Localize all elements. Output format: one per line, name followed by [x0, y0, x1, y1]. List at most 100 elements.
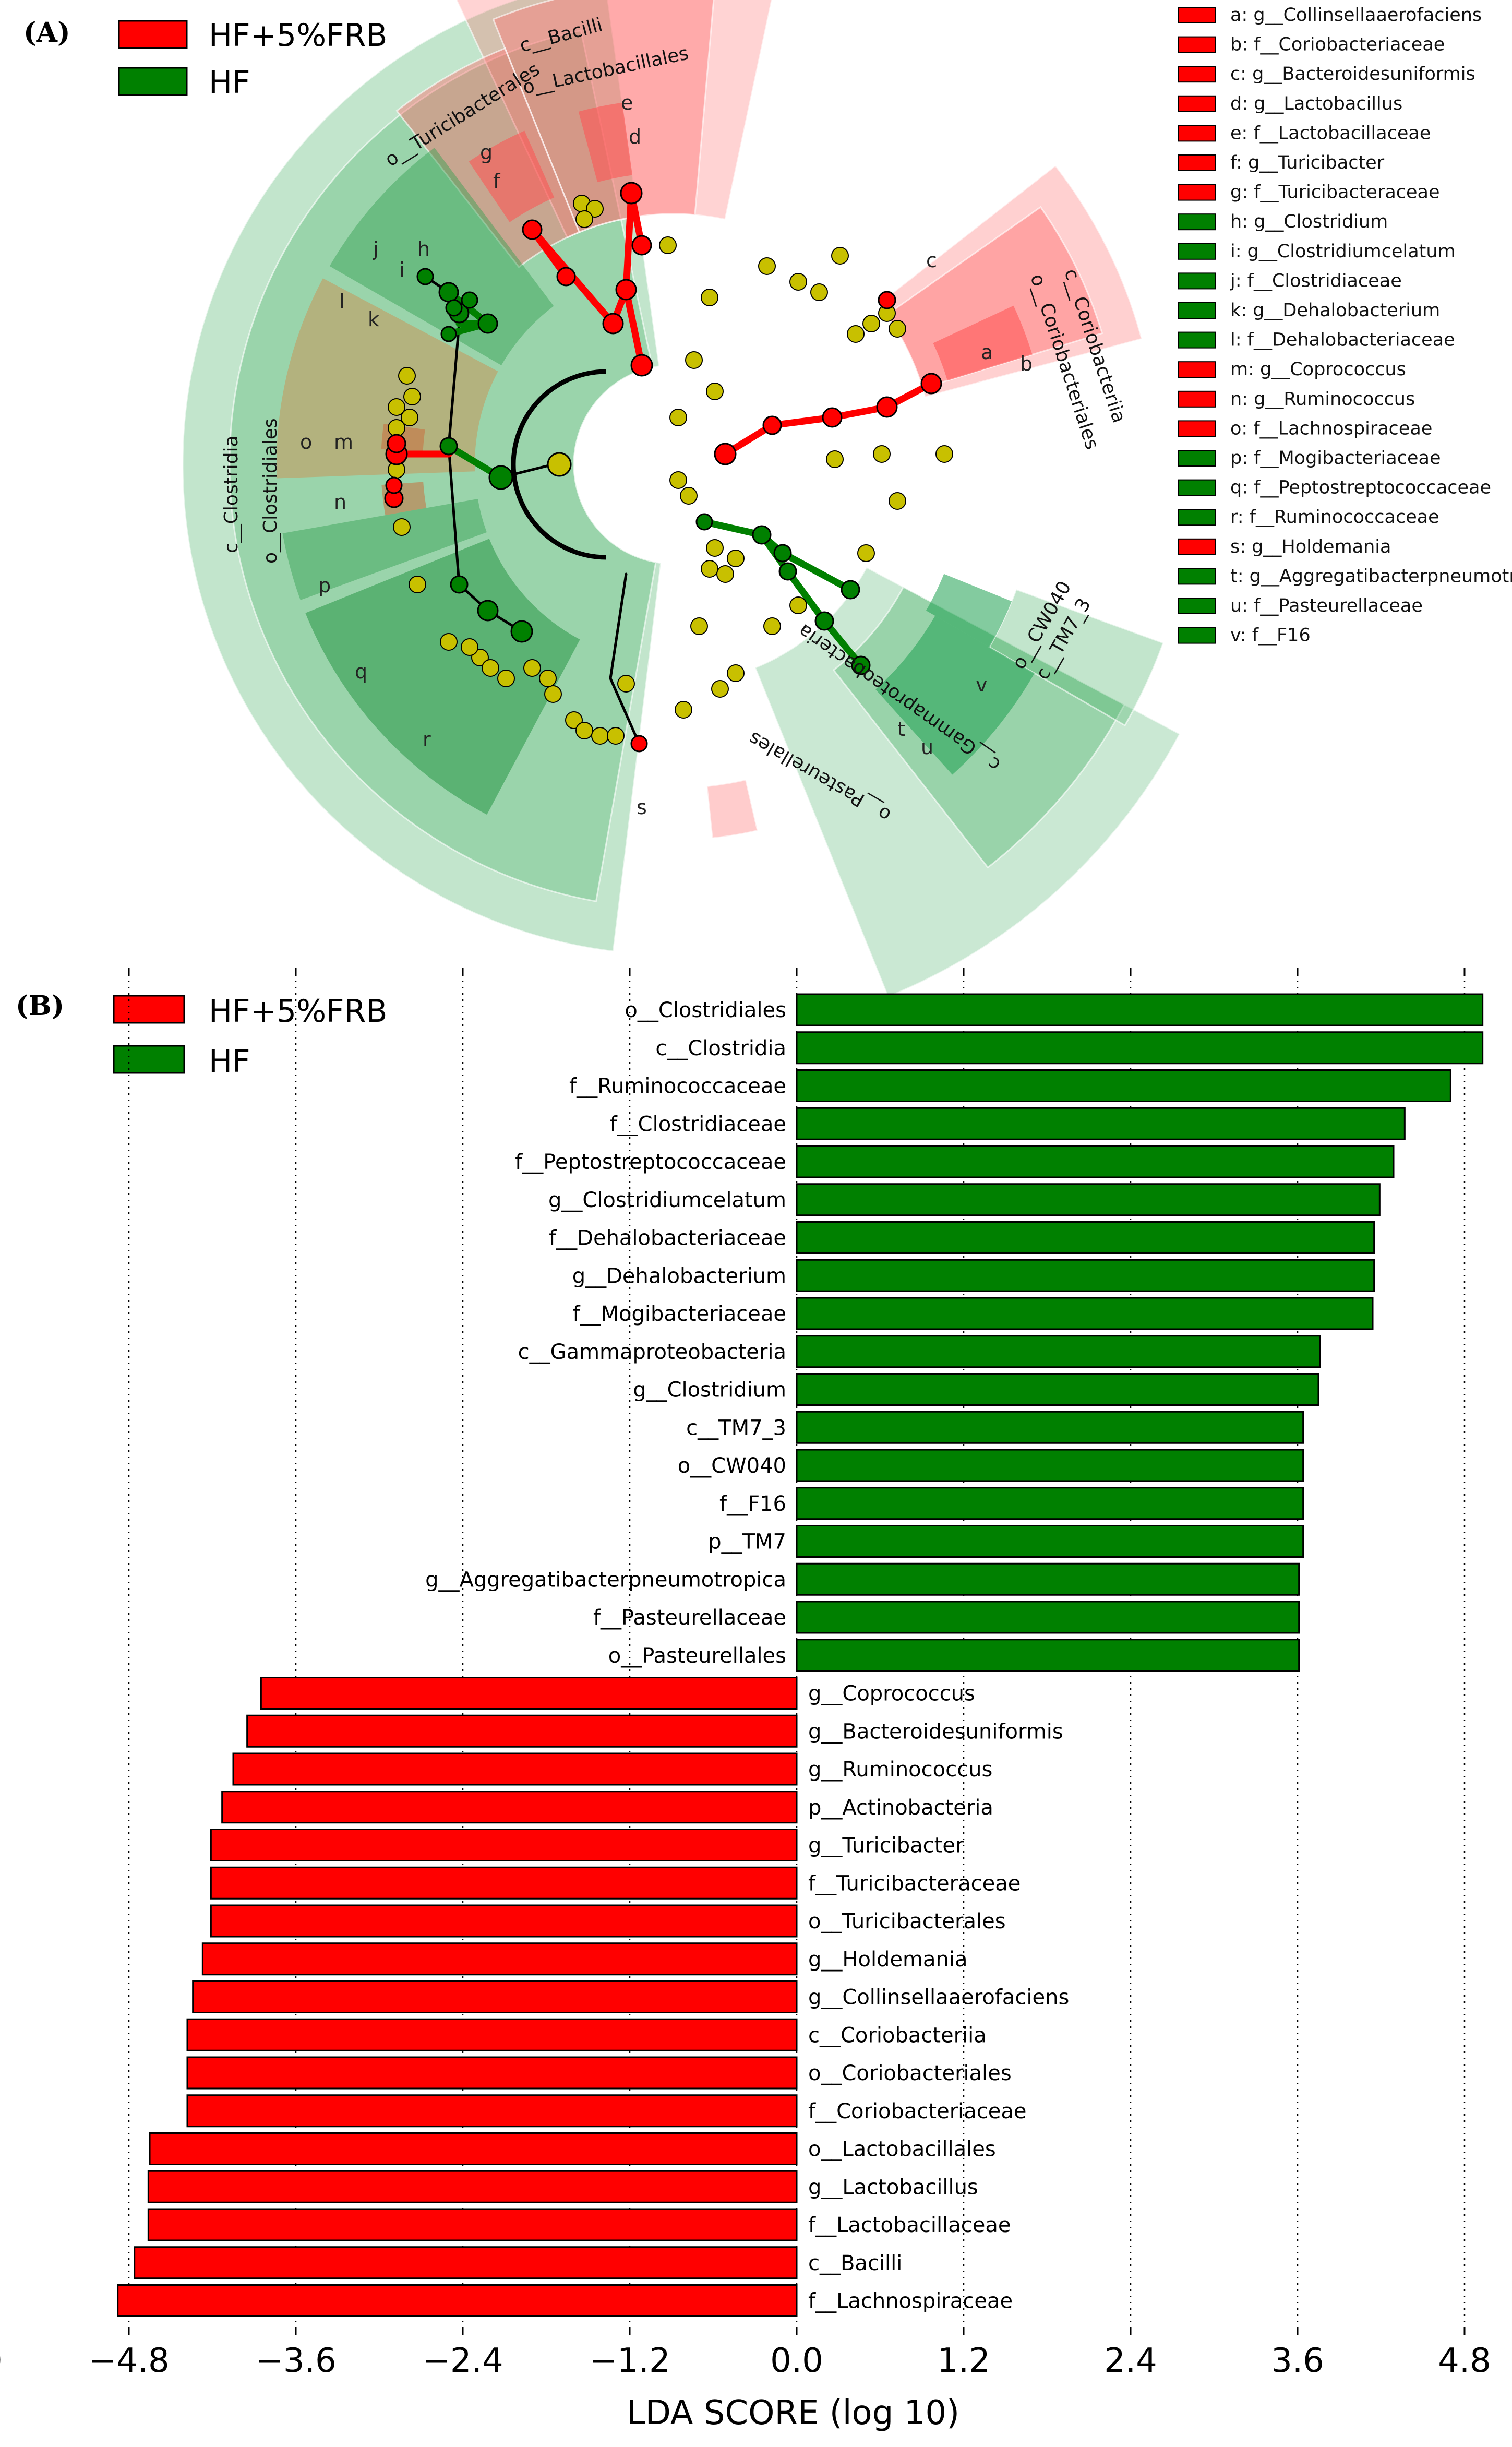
cladogram-edge — [622, 189, 635, 293]
key-entry: h: g__Clostridium — [1230, 211, 1388, 232]
x-tick-label: −3.6 — [255, 2342, 336, 2380]
legend-a-label-hf-frb: HF+5%FRB — [209, 17, 387, 54]
key-entry: n: g__Ruminococcus — [1230, 389, 1415, 410]
lda-bar — [796, 1562, 1300, 1596]
lda-bar — [796, 1107, 1406, 1140]
sector-d-e-lactobacillaceae — [578, 102, 633, 183]
cladogram-node — [477, 313, 498, 334]
cladogram-node — [544, 685, 562, 703]
cladogram-node — [778, 562, 797, 581]
cladogram-node — [409, 576, 426, 593]
key-entry: p: f__Mogibacteriaceae — [1230, 448, 1441, 469]
key-entry: v: f__F16 — [1230, 625, 1311, 646]
lda-bar — [232, 1752, 798, 1786]
lda-bar — [796, 1411, 1304, 1444]
x-tick-label: −2.4 — [422, 2342, 503, 2380]
x-tick-label: 3.6 — [1271, 2342, 1324, 2380]
cladogram-node — [659, 236, 677, 254]
cladogram-node — [398, 367, 416, 385]
lda-bar-label: f__Lactobacillaceae — [808, 2213, 1011, 2237]
cladogram-edge — [447, 445, 461, 586]
cladogram-node — [773, 544, 792, 563]
sector-letter-a: a — [981, 341, 993, 364]
cladogram-node — [810, 283, 828, 301]
lda-bar — [210, 1829, 798, 1861]
cladogram-node — [752, 525, 772, 545]
lda-bar — [186, 2056, 798, 2090]
cladogram-node — [630, 735, 648, 753]
sector-letter-g: g — [480, 141, 493, 164]
legend-a-swatch-hf — [118, 67, 188, 96]
x-tick-label: 2.4 — [1104, 2342, 1157, 2380]
cladogram-node — [607, 727, 625, 745]
sector-letter-r: r — [423, 728, 431, 751]
sector-a-b-coriobacteriaceae — [933, 305, 1033, 381]
key-swatch — [1178, 7, 1216, 23]
sector-v-f16 — [926, 574, 1012, 647]
lda-bar-label: o__CW040 — [678, 1454, 786, 1478]
cladogram-node — [876, 396, 898, 418]
lda-bar-label: c__Gammaproteobacteria — [518, 1340, 786, 1364]
cladogram-node — [727, 550, 745, 567]
lda-bar-label: g__Bacteroidesuniformis — [808, 1720, 1063, 1744]
cladogram-node — [685, 351, 703, 369]
cladogram-node — [851, 655, 871, 675]
sector-letter-u: u — [921, 736, 933, 759]
panel-a-label: (A) — [23, 17, 70, 49]
sector-letter-b: b — [1020, 352, 1033, 375]
lda-bar — [796, 1297, 1374, 1330]
key-entry: b: f__Coriobacteriaceae — [1230, 34, 1445, 55]
sector-f-g-turicibacteraceae — [469, 130, 555, 222]
cladogram-node — [716, 565, 734, 583]
key-entry: e: f__Lactobacillaceae — [1230, 123, 1431, 144]
cladogram-node — [438, 282, 459, 303]
lda-bar — [192, 1980, 798, 2013]
key-entry: j: f__Clostridiaceae — [1230, 270, 1402, 291]
legend-b-swatch-hf-frb — [113, 995, 185, 1024]
cladogram-node — [690, 617, 708, 635]
cladogram-node — [602, 313, 624, 335]
key-swatch — [1178, 331, 1216, 349]
lda-bar — [796, 1335, 1321, 1368]
x-tick-label: 0.0 — [770, 2342, 823, 2380]
cladogram-node — [385, 476, 403, 494]
lda-bar — [796, 1373, 1319, 1406]
lda-bar-label: g__Holdemania — [808, 1948, 968, 1972]
lda-bar-label: f__Mogibacteriaceae — [572, 1302, 786, 1326]
cladogram-node — [920, 373, 942, 395]
lda-bar — [147, 2170, 798, 2203]
key-entry: o: f__Lachnospiraceae — [1230, 418, 1432, 439]
lda-bar-label: f__Turicibacteraceae — [808, 1871, 1021, 1895]
key-entry: c: g__Bacteroidesuniformis — [1230, 64, 1475, 85]
cladogram-node — [522, 219, 543, 240]
key-entry: m: g__Coprococcus — [1230, 359, 1406, 380]
cladogram-node — [488, 465, 513, 490]
sector-letter-o: o — [300, 431, 312, 453]
lda-bar-label: c__TM7_3 — [686, 1416, 786, 1440]
cladogram-node — [439, 437, 458, 456]
cladogram-node — [847, 325, 865, 343]
lda-bar — [796, 1031, 1484, 1065]
key-swatch — [1178, 420, 1216, 437]
sector-letter-l: l — [339, 290, 345, 313]
cladogram-edge — [609, 572, 628, 680]
cladogram-edge — [701, 518, 765, 539]
lda-x-ticks: −6.0−4.8−3.6−2.4−1.20.01.22.43.64.86.0 — [0, 2342, 1491, 2380]
lda-bar-label: f__Coriobacteriaceae — [808, 2099, 1027, 2123]
cladogram-node — [695, 513, 713, 531]
key-swatch — [1178, 243, 1216, 260]
cladogram-node — [711, 680, 729, 698]
lda-bar-label: g__Turicibacter — [808, 1834, 964, 1858]
lda-bar — [201, 1942, 798, 1976]
lda-bar — [796, 1639, 1300, 1672]
sector-letter-v: v — [976, 673, 988, 696]
lda-bar-label: f__Pasteurellaceae — [593, 1606, 786, 1630]
cladogram-node — [873, 445, 891, 463]
lda-bar-label: g__Clostridiumcelatum — [548, 1188, 786, 1212]
key-swatch — [1178, 154, 1216, 171]
key-swatch — [1178, 95, 1216, 112]
lda-bar — [117, 2284, 798, 2317]
sector-o-lachnospiraceae — [277, 278, 498, 479]
cladogram-node — [822, 407, 843, 428]
lda-bar-label: o__Clostridiales — [625, 998, 786, 1022]
